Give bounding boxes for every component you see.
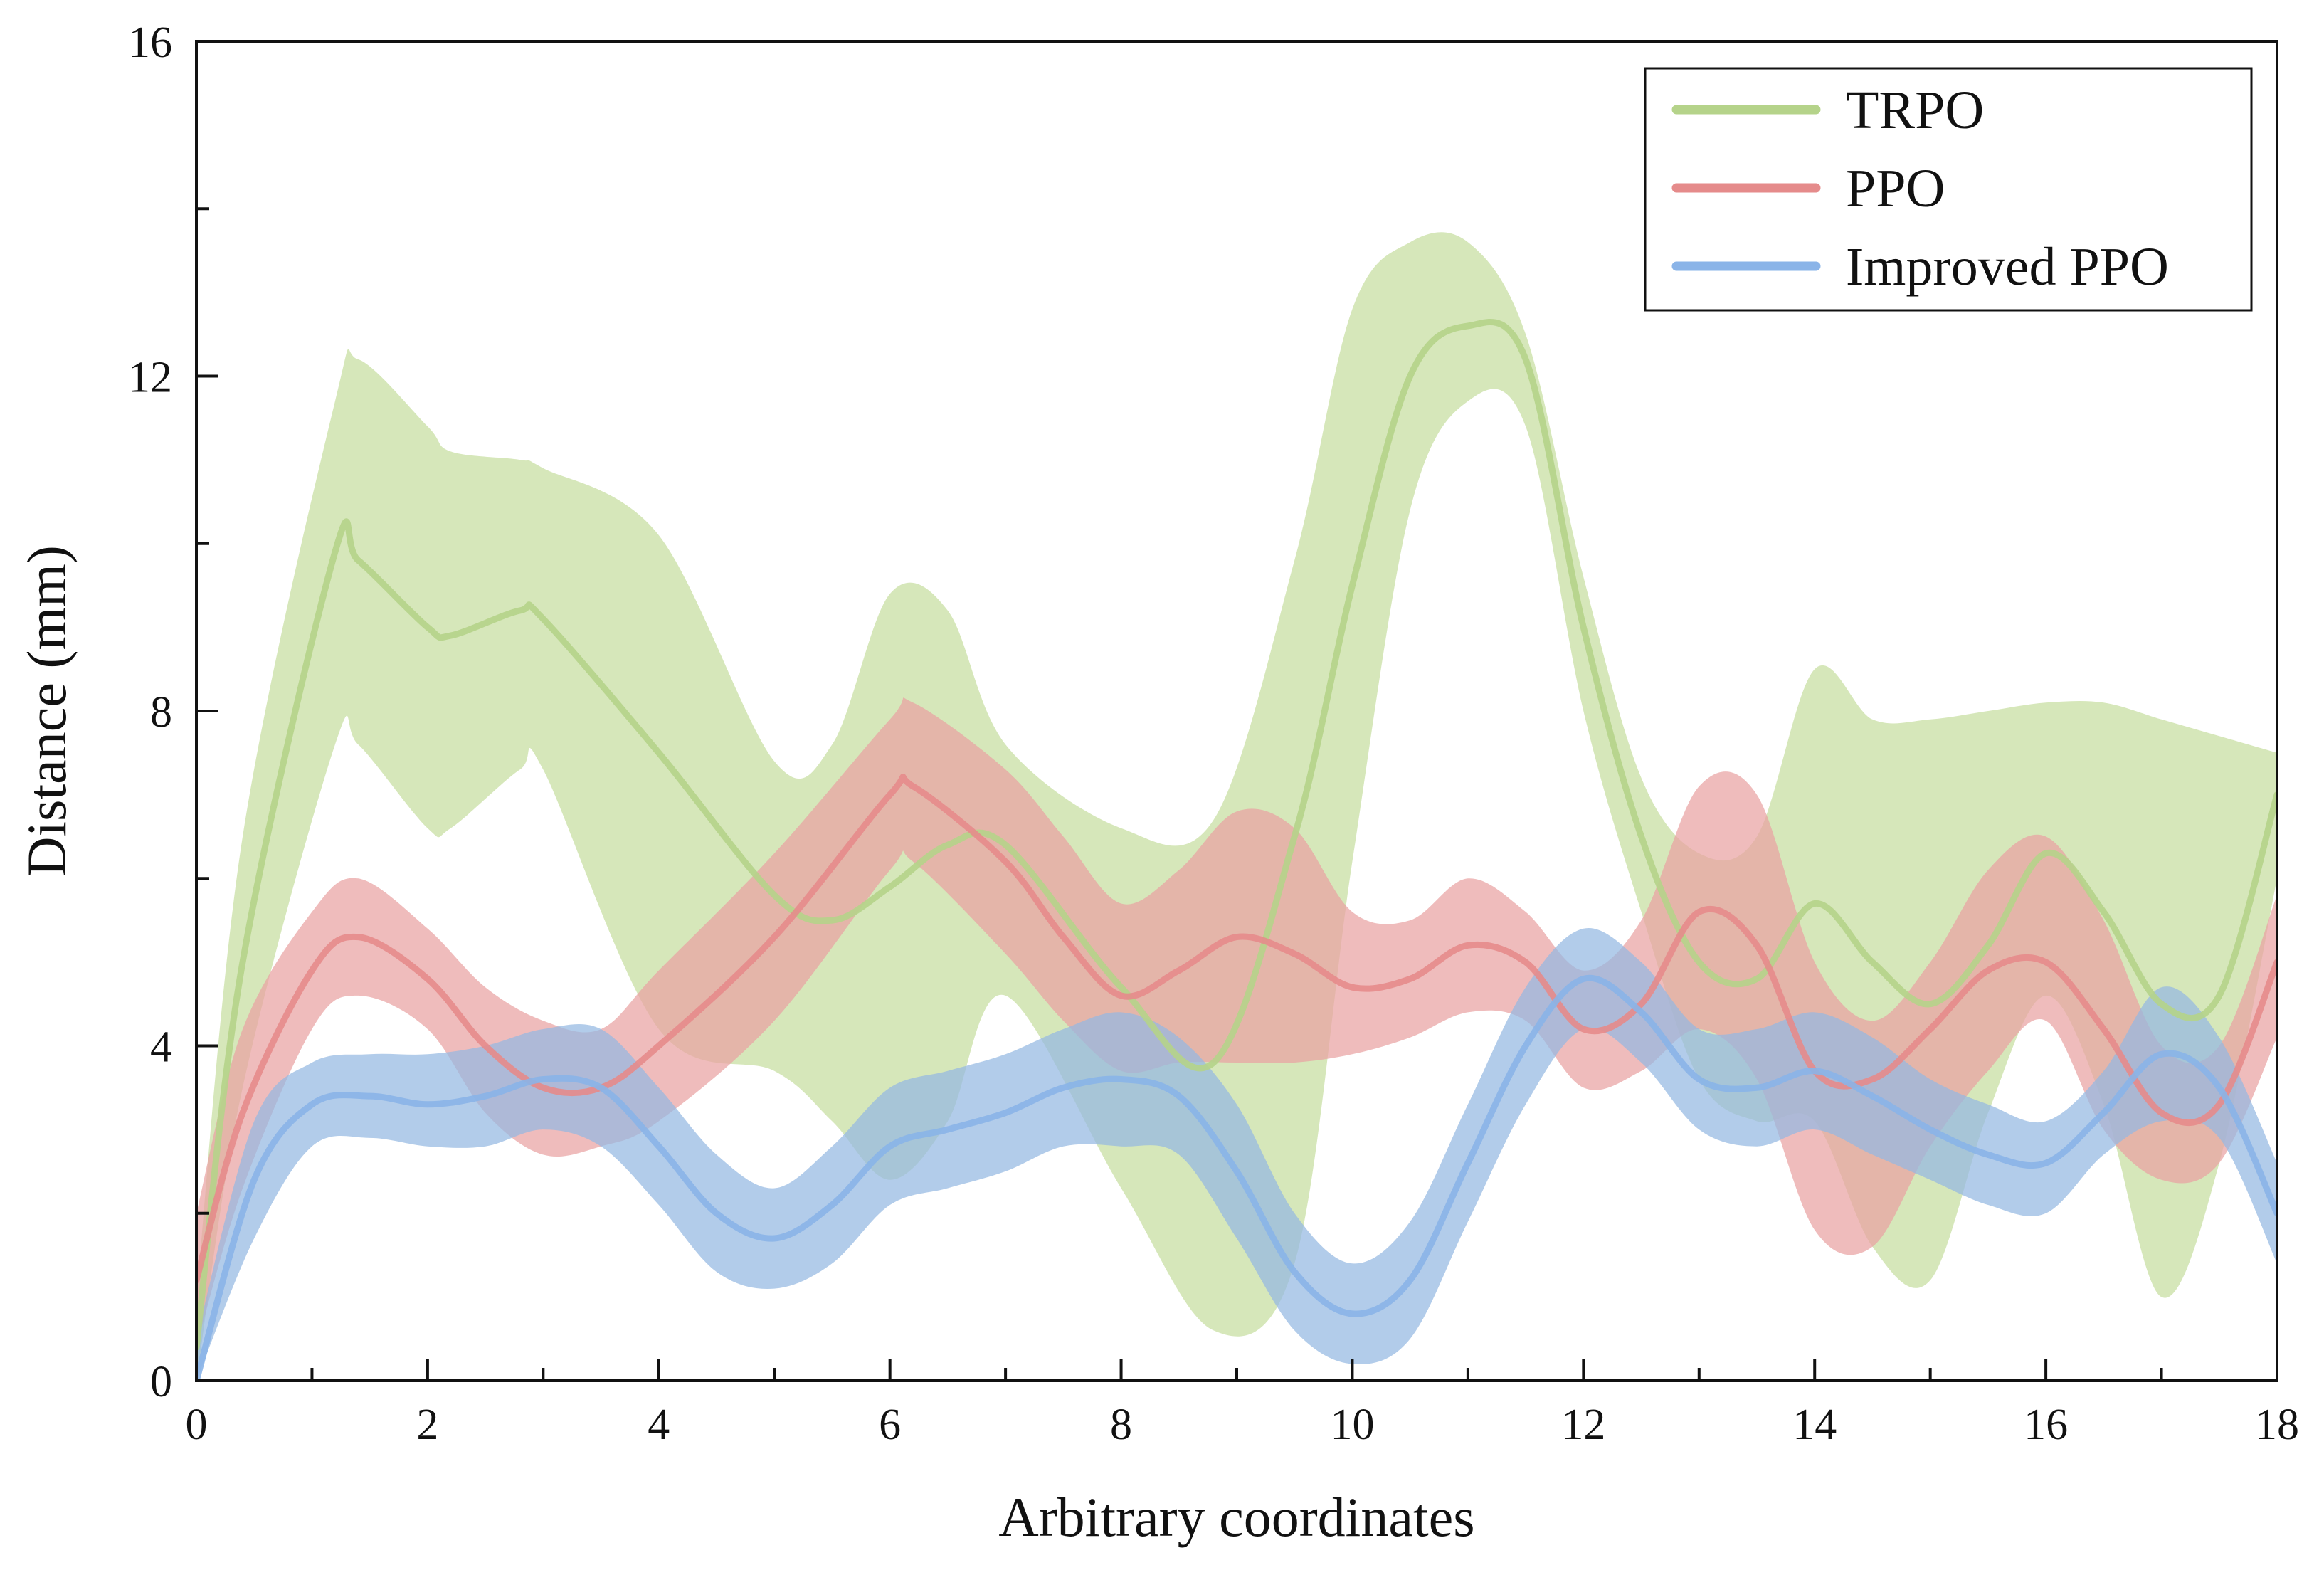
legend-label: TRPO [1846,80,1984,140]
y-tick-label: 8 [150,688,172,737]
legend-label: Improved PPO [1846,237,2169,297]
legend: TRPO PPO Improved PPO [1644,67,2253,312]
x-tick-label: 0 [186,1401,208,1449]
y-axis-label: Distance (mm) [16,545,78,877]
trpo-mean-line [196,319,2277,1351]
x-tick-label: 6 [879,1401,901,1449]
y-tick-label: 0 [150,1358,172,1406]
x-axis-label: Arbitrary coordinates [998,1486,1474,1548]
confidence-bands [196,232,2277,1381]
improved-ppo-mean-line [196,974,2277,1381]
x-tick-label: 16 [2024,1401,2068,1449]
y-tick-label: 12 [128,354,172,402]
mean-lines [196,319,2277,1381]
x-tick-label: 10 [1330,1401,1374,1449]
x-tick-label: 12 [1561,1401,1605,1449]
y-tick-label: 16 [128,19,172,67]
x-tick-label: 8 [1110,1401,1132,1449]
x-axis-ticks: 0 2 4 6 8 10 12 14 16 18 [186,1359,2299,1449]
legend-label: PPO [1846,159,1945,218]
x-tick-label: 14 [1792,1401,1837,1449]
x-tick-label: 18 [2255,1401,2299,1449]
ppo-mean-line [196,774,2277,1284]
x-tick-label: 4 [648,1401,670,1449]
improved-ppo-band [196,928,2277,1381]
x-tick-label: 2 [416,1401,438,1449]
y-axis-ticks: 0 4 8 12 16 [128,19,218,1406]
y-tick-label: 4 [150,1023,172,1072]
